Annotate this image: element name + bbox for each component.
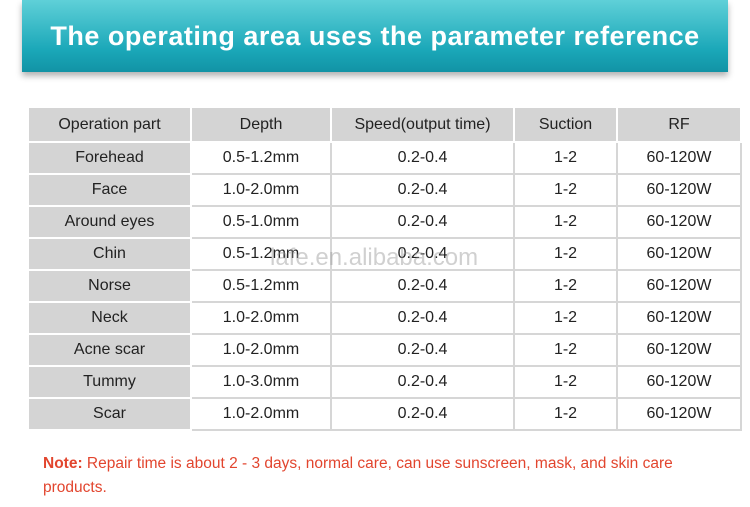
cell: 60-120W bbox=[616, 333, 742, 367]
cell: 60-120W bbox=[616, 237, 742, 271]
cell: 1-2 bbox=[513, 333, 618, 367]
cell: 0.2-0.4 bbox=[330, 205, 515, 239]
cell: 1.0-2.0mm bbox=[190, 173, 332, 207]
header-cell: Operation part bbox=[27, 106, 192, 143]
cell: 0.2-0.4 bbox=[330, 237, 515, 271]
table-row: Face 1.0-2.0mm 0.2-0.4 1-2 60-120W bbox=[27, 173, 742, 207]
cell: 1-2 bbox=[513, 141, 618, 175]
table-row: Around eyes 0.5-1.0mm 0.2-0.4 1-2 60-120W bbox=[27, 205, 742, 239]
cell: 1.0-2.0mm bbox=[190, 397, 332, 431]
cell: Neck bbox=[27, 301, 192, 335]
cell: 1.0-2.0mm bbox=[190, 333, 332, 367]
table-row: Norse 0.5-1.2mm 0.2-0.4 1-2 60-120W bbox=[27, 269, 742, 303]
banner-title: The operating area uses the parameter re… bbox=[50, 20, 700, 51]
cell: Chin bbox=[27, 237, 192, 271]
note: Note: Repair time is about 2 - 3 days, n… bbox=[43, 452, 733, 500]
cell: 0.2-0.4 bbox=[330, 173, 515, 207]
cell: 0.5-1.2mm bbox=[190, 237, 332, 271]
header-cell: Suction bbox=[513, 106, 618, 143]
note-label: Note: bbox=[43, 455, 83, 472]
cell: 0.2-0.4 bbox=[330, 269, 515, 303]
header-row: Operation part Depth Speed(output time) Suc… bbox=[27, 106, 742, 143]
cell: 1-2 bbox=[513, 397, 618, 431]
cell: 0.5-1.2mm bbox=[190, 141, 332, 175]
table-row: Tummy 1.0-3.0mm 0.2-0.4 1-2 60-120W bbox=[27, 365, 742, 399]
cell: 60-120W bbox=[616, 141, 742, 175]
parameter-table: Operation part Depth Speed(output time) Suc… bbox=[27, 106, 742, 431]
table-row: Forehead 0.5-1.2mm 0.2-0.4 1-2 60-120W bbox=[27, 141, 742, 175]
cell: 60-120W bbox=[616, 365, 742, 399]
cell: 1-2 bbox=[513, 173, 618, 207]
cell: 60-120W bbox=[616, 205, 742, 239]
cell: 0.2-0.4 bbox=[330, 333, 515, 367]
cell: 0.2-0.4 bbox=[330, 397, 515, 431]
table-row: Acne scar 1.0-2.0mm 0.2-0.4 1-2 60-120W bbox=[27, 333, 742, 367]
cell: 0.5-1.0mm bbox=[190, 205, 332, 239]
cell: Face bbox=[27, 173, 192, 207]
cell: 60-120W bbox=[616, 173, 742, 207]
table-row: Chin 0.5-1.2mm 0.2-0.4 1-2 60-120W bbox=[27, 237, 742, 271]
cell: Norse bbox=[27, 269, 192, 303]
watermark: lafe.en.alibaba.com bbox=[270, 244, 479, 271]
table-row: Scar 1.0-2.0mm 0.2-0.4 1-2 60-120W bbox=[27, 397, 742, 431]
cell: 0.2-0.4 bbox=[330, 365, 515, 399]
header-cell: Depth bbox=[190, 106, 332, 143]
cell: 60-120W bbox=[616, 269, 742, 303]
header-cell: Speed(output time) bbox=[330, 106, 515, 143]
cell: 1-2 bbox=[513, 365, 618, 399]
cell: Acne scar bbox=[27, 333, 192, 367]
cell: Scar bbox=[27, 397, 192, 431]
cell: 1-2 bbox=[513, 269, 618, 303]
cell: 0.2-0.4 bbox=[330, 141, 515, 175]
banner: The operating area uses the parameter re… bbox=[22, 0, 728, 72]
cell: 0.5-1.2mm bbox=[190, 269, 332, 303]
cell: Forehead bbox=[27, 141, 192, 175]
cell: 1-2 bbox=[513, 301, 618, 335]
cell: 1.0-3.0mm bbox=[190, 365, 332, 399]
table-row: Neck 1.0-2.0mm 0.2-0.4 1-2 60-120W bbox=[27, 301, 742, 335]
cell: 60-120W bbox=[616, 301, 742, 335]
cell: Tummy bbox=[27, 365, 192, 399]
note-text: Repair time is about 2 - 3 days, normal … bbox=[43, 455, 673, 496]
header-cell: RF bbox=[616, 106, 742, 143]
cell: Around eyes bbox=[27, 205, 192, 239]
cell: 1-2 bbox=[513, 237, 618, 271]
cell: 1.0-2.0mm bbox=[190, 301, 332, 335]
cell: 1-2 bbox=[513, 205, 618, 239]
cell: 0.2-0.4 bbox=[330, 301, 515, 335]
cell: 60-120W bbox=[616, 397, 742, 431]
